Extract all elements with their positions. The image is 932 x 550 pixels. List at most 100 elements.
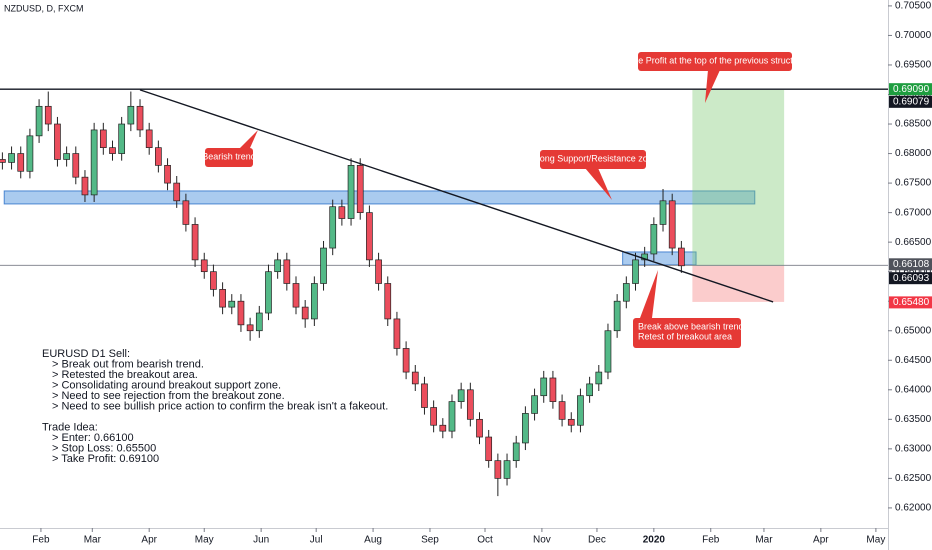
candle-body — [485, 436, 493, 462]
candle-body — [283, 259, 291, 284]
candle-body — [622, 283, 630, 302]
candle-body — [522, 413, 529, 444]
candle-body — [164, 165, 171, 184]
candle-body — [8, 153, 15, 163]
y-tick-label: 0.63500 — [895, 414, 932, 425]
callout-pointer — [240, 130, 258, 148]
x-tick-label: May — [866, 535, 885, 546]
y-tick-label: 0.62000 — [895, 503, 932, 514]
x-tick-label: Dec — [588, 535, 606, 546]
callout-box — [633, 318, 741, 348]
note-heading: EURUSD D1 Sell: — [42, 348, 130, 360]
candle-body — [512, 442, 520, 462]
x-tick-label: Feb — [32, 535, 50, 546]
price-label: 0.66093 — [893, 273, 930, 284]
note-heading: Trade Idea: — [42, 421, 98, 433]
candle-body — [577, 395, 584, 426]
x-tick-label: Oct — [477, 535, 493, 546]
candle-body — [393, 318, 401, 349]
candle-body — [173, 182, 181, 202]
candle-body — [127, 105, 135, 125]
y-tick-label: 0.68500 — [895, 119, 932, 130]
candle-body — [595, 371, 603, 385]
note-item: > Retested the breakout area. — [52, 369, 198, 381]
note-item: > Consolidating around breakout support … — [52, 379, 281, 391]
note-item: > Enter: 0.66100 — [52, 432, 134, 444]
x-tick-label: Sep — [421, 535, 439, 546]
candle-body — [448, 401, 456, 432]
candle-body — [99, 129, 107, 149]
candle-body — [641, 253, 649, 261]
price-label-box — [889, 258, 932, 271]
candle-body — [668, 200, 676, 249]
note-item: > Break out from bearish trend. — [52, 358, 204, 370]
price-label: 0.69079 — [893, 96, 930, 107]
candle-body — [301, 306, 309, 320]
candle-body — [35, 105, 43, 137]
candle-body — [659, 200, 667, 225]
candle-body — [274, 259, 281, 273]
candle-body — [439, 424, 447, 432]
callout-text: Strong Support/Resistance zone — [528, 153, 658, 163]
candle-body — [430, 407, 437, 426]
candle-body — [338, 206, 346, 219]
candle-body — [549, 377, 557, 402]
candle-body — [347, 165, 355, 219]
x-tick-label: Mar — [84, 535, 102, 546]
trendline — [139, 89, 774, 303]
y-tick-label: 0.64500 — [895, 355, 932, 366]
note-item: > Take Profit: 0.69100 — [52, 453, 159, 465]
candle-body — [44, 105, 52, 125]
candle-body — [567, 418, 575, 426]
candle-body — [265, 271, 272, 314]
candle-body — [155, 147, 162, 166]
price-label: 0.69090 — [893, 84, 930, 95]
price-label-box — [889, 83, 932, 96]
candle-body — [604, 330, 612, 373]
x-tick-label: Nov — [533, 535, 551, 546]
x-tick-label: Jun — [253, 535, 269, 546]
y-tick-label: 0.63000 — [895, 443, 932, 454]
candle-body — [411, 371, 419, 385]
note-item: > Need to see bullish price action to co… — [52, 400, 388, 412]
candle-body — [72, 153, 80, 178]
candle-body — [200, 259, 208, 273]
candle-body — [384, 283, 392, 320]
x-tick-label: Aug — [364, 535, 382, 546]
candle-body — [366, 212, 373, 261]
candle-body — [494, 460, 502, 479]
candle-body — [182, 200, 190, 225]
price-label-box — [889, 272, 932, 285]
candle-body — [145, 129, 153, 149]
candle-body — [63, 153, 70, 160]
y-tick-label: 0.66000 — [895, 266, 932, 277]
candle-body — [228, 300, 236, 308]
x-tick-label: 2020 — [643, 535, 666, 546]
candle-body — [558, 401, 566, 420]
candle-body — [503, 460, 511, 479]
y-tick-label: 0.65000 — [895, 325, 932, 336]
candle-body — [320, 247, 327, 284]
candle-body — [26, 135, 34, 172]
x-tick-label: Mar — [755, 535, 773, 546]
callout-pointer — [585, 168, 612, 200]
candle-body — [476, 418, 483, 438]
note-item: > Stop Loss: 0.65500 — [52, 442, 156, 454]
candle-body — [0, 159, 6, 163]
candle-body — [90, 129, 98, 196]
candle-body — [118, 123, 126, 154]
candle-body — [650, 224, 658, 255]
candle-body — [210, 271, 217, 290]
candle-body — [632, 259, 639, 284]
zone — [3, 190, 756, 205]
x-tick-label: Apr — [141, 535, 157, 546]
candle-body — [311, 283, 318, 320]
candle-body — [356, 165, 364, 213]
candle-body — [136, 105, 144, 131]
candle-body — [255, 312, 263, 332]
candle-body — [466, 389, 474, 420]
y-tick-label: 0.64000 — [895, 384, 932, 395]
candle-body — [678, 247, 685, 267]
